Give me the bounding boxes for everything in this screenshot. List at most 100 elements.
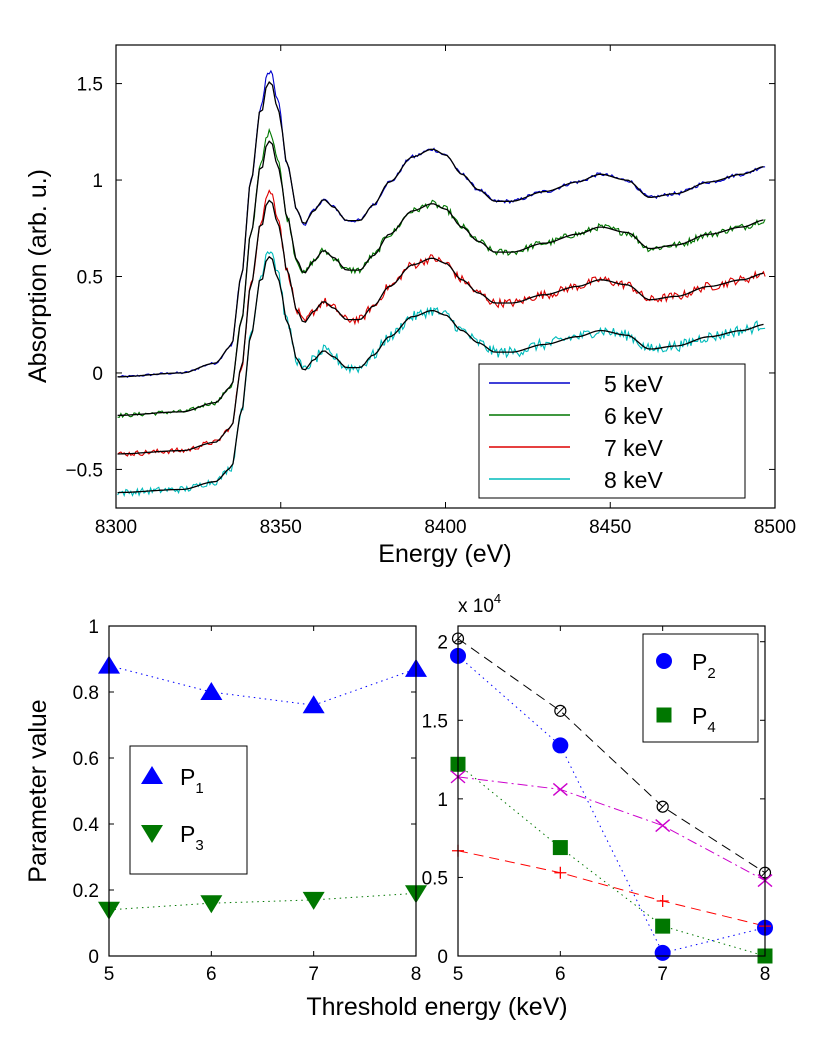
absorption-legend-box: [478, 363, 746, 499]
p2-p4-scale-exponent: 4: [494, 591, 501, 606]
p1-p3-legend-box: [129, 745, 248, 875]
p1-p3-ytick-label: 0.4: [73, 815, 100, 836]
p1-p3-legend-label-name: P: [180, 764, 195, 790]
p2-p4-point-2-1: [554, 704, 567, 717]
p2-p4-point-1-1: [552, 840, 568, 856]
p1-p3-point-0-1: [200, 682, 223, 700]
p2-p4-point-4-1: [554, 866, 567, 879]
p2-p4-ytick-label: 2: [437, 633, 448, 654]
p2-p4-ytick-label: 1.5: [422, 711, 448, 732]
p2-p4-point-2-2-slash: [658, 802, 668, 812]
p1-p3-plot-frame: [108, 625, 417, 957]
p2-p4-legend-marker-1: [656, 707, 672, 723]
p2-p4-point-2-2: [656, 800, 669, 813]
p1-p3-legend-marker-1: [141, 825, 163, 843]
absorption-xtick-label: 8400: [424, 517, 466, 538]
p1-p3-ytick-label: 0.6: [73, 749, 99, 770]
p1-p3-legend-label: P3: [180, 821, 204, 854]
p2-p4-xtick-labels: 5 6 7 8: [453, 964, 771, 985]
absorption-ytick-label: −0.5: [65, 460, 103, 481]
p1-p3-ytick-label: 0.8: [73, 683, 99, 704]
p2-p4-xtick-label: 7: [657, 964, 668, 985]
p2-p4-xtick-label: 5: [453, 964, 464, 985]
p1-p3-legend-label-subscript: 3: [195, 837, 203, 854]
absorption-xlabel: Energy (eV): [378, 540, 511, 568]
p2-p4-scale-base: x 10: [458, 596, 494, 617]
absorption-ytick-label: 1.5: [77, 75, 103, 96]
absorption-legend-label: 6 keV: [604, 403, 663, 429]
absorption-legend-label: 5 keV: [604, 371, 663, 397]
p2-p4-point-1-2: [655, 918, 671, 934]
absorption-series: [117, 69, 766, 498]
p1-p3-point-1-1: [200, 895, 223, 914]
absorption-ytick-labels: −0.5 0 0.5 1 1.5: [65, 75, 103, 482]
p1-p3-ylabel: Parameter value: [24, 699, 52, 882]
p2-p4-legend-label-name: P: [692, 703, 707, 729]
absorption-fit-line-6kev: [117, 140, 764, 417]
absorption-xtick-labels: 8300 8350 8400 8450 8500: [95, 517, 796, 538]
p2-p4-series-line-3: [457, 776, 766, 882]
p1-p3-xtick-labels: 5 6 7 8: [104, 964, 422, 985]
p2-p4-xtick-label: 8: [760, 964, 771, 985]
absorption-ytick-label: 0.5: [77, 268, 103, 289]
absorption-xtick-label: 8350: [260, 517, 302, 538]
p2-p4-legend-label: P4: [692, 703, 716, 736]
p2-p4-ytick-label: 0.5: [422, 868, 448, 889]
p1-p3-legend-label-name: P: [180, 821, 195, 847]
absorption-legend: 5 keV 6 keV 7 keV 8 keV: [478, 363, 746, 499]
absorption-ylabel: Absorption (arb. u.): [24, 169, 52, 383]
p2-p4-series-line-1: [457, 763, 766, 957]
p2-p4-point-4-2: [656, 895, 669, 907]
p1-p3-ytick-labels: 0 0.2 0.4 0.6 0.8 1: [73, 617, 100, 968]
p2-p4-series-line-2: [457, 638, 766, 874]
p2-p4-ytick-label: 1: [437, 790, 448, 811]
p1-p3-legend-marker-0: [141, 766, 163, 784]
p2-p4-legend-label: P2: [692, 649, 716, 682]
p1-p3-legend-label: P1: [180, 764, 204, 797]
p1-p3-legend-label-subscript: 1: [195, 780, 203, 797]
p2-p4-point-0-1: [552, 737, 569, 754]
absorption-ytick-label: 0: [92, 364, 103, 385]
p2-p4-point-3-2: [655, 819, 671, 833]
threshold-xlabel: Threshold energy (keV): [306, 993, 567, 1021]
absorption-data-line-7kev: [117, 189, 766, 457]
absorption-fit-line-7kev: [117, 199, 764, 455]
p2-p4-series-line-4: [457, 850, 766, 927]
absorption-fit-line-8kev: [117, 255, 764, 494]
p2-p4-legend-box: [642, 633, 759, 743]
p2-p4-plot-frame: [457, 625, 766, 957]
p2-p4-legend-marker-0: [656, 653, 672, 669]
absorption-legend-label: 7 keV: [604, 435, 663, 461]
absorption-xtick-label: 8500: [754, 517, 796, 538]
p2-p4-point-0-2: [654, 944, 671, 961]
absorption-xtick-label: 8450: [589, 517, 631, 538]
absorption-fit-line-5kev: [117, 81, 764, 378]
p2-p4-point-2-1-slash: [555, 706, 565, 716]
p2-p4-point-3-1: [552, 782, 568, 796]
p1-p3-ytick-label: 0.2: [73, 881, 99, 902]
p2-p4-legend-label-name: P: [692, 649, 707, 675]
absorption-plot-frame: [115, 44, 776, 509]
p1-p3-xtick-label: 8: [411, 964, 422, 985]
absorption-ytick-label: 1: [92, 171, 103, 192]
p2-p4-xtick-label: 6: [555, 964, 566, 985]
p2-p4-scale-label: x 104: [458, 591, 501, 617]
p1-p3-point-0-2: [302, 695, 325, 714]
p1-p3-xtick-label: 5: [104, 964, 115, 985]
p2-p4-ytick-labels: 0 0.5 1 1.5 2: [422, 633, 448, 968]
absorption-xtick-label: 8300: [95, 517, 137, 538]
p2-p4-series: [450, 632, 773, 964]
p1-p3-ytick-label: 1: [88, 617, 99, 638]
p1-p3-point-1-2: [302, 891, 325, 910]
p1-p3-xtick-label: 7: [308, 964, 319, 985]
absorption-legend-items: 5 keV 6 keV 7 keV 8 keV: [489, 371, 663, 493]
p2-p4-legend-label-subscript: 2: [707, 665, 715, 682]
